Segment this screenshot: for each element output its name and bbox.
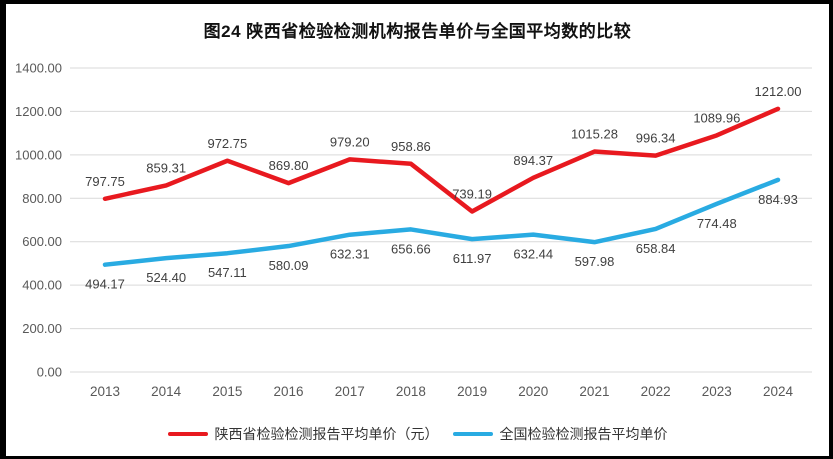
data-label: 632.44 bbox=[513, 247, 553, 262]
data-label: 656.66 bbox=[391, 241, 431, 256]
x-axis-tick-label: 2020 bbox=[518, 384, 548, 399]
shaanxi-line-swatch-icon bbox=[167, 431, 208, 437]
x-axis-tick-label: 2021 bbox=[579, 384, 609, 399]
data-label: 869.80 bbox=[269, 158, 309, 173]
legend-item-shaanxi: 陕西省检验检测报告平均单价（元） bbox=[167, 424, 439, 444]
chart-title: 图24 陕西省检验检测机构报告单价与全国平均数的比较 bbox=[203, 22, 632, 41]
x-axis-tick-label: 2013 bbox=[90, 384, 120, 399]
data-label: 884.93 bbox=[758, 192, 798, 207]
series-line-1 bbox=[102, 177, 781, 267]
y-axis-tick-label: 0.00 bbox=[37, 365, 62, 380]
y-axis-tick-label: 800.00 bbox=[22, 191, 62, 206]
data-label: 580.09 bbox=[269, 258, 309, 273]
y-axis-tick-label: 1000.00 bbox=[15, 147, 62, 162]
x-axis-tick-label: 2023 bbox=[702, 384, 732, 399]
y-axis-tick-label: 600.00 bbox=[22, 234, 62, 249]
legend-label-shaanxi: 陕西省检验检测报告平均单价（元） bbox=[214, 426, 439, 442]
line-chart-plot-area: 0.00 200.00 400.00 600.00 800.00 1000.00 1200.… bbox=[15, 61, 812, 399]
data-label: 658.84 bbox=[636, 241, 676, 256]
x-axis-tick-label: 2019 bbox=[457, 384, 487, 399]
data-label: 547.11 bbox=[208, 265, 247, 280]
data-label: 774.48 bbox=[697, 216, 737, 231]
data-label: 1089.96 bbox=[693, 110, 740, 125]
data-label: 632.31 bbox=[330, 247, 370, 262]
data-label: 494.17 bbox=[85, 277, 125, 292]
x-axis-tick-label: 2016 bbox=[274, 384, 304, 399]
legend-label-national: 全国检验检测报告平均单价 bbox=[499, 426, 668, 442]
data-label: 1015.28 bbox=[571, 127, 618, 142]
x-axis-tick-label: 2024 bbox=[763, 384, 794, 399]
x-axis-tick-label: 2015 bbox=[212, 384, 242, 399]
data-label: 797.75 bbox=[85, 174, 125, 189]
data-label: 894.37 bbox=[513, 153, 553, 168]
data-label: 739.19 bbox=[452, 186, 492, 201]
chart-legend: 陕西省检验检测报告平均单价（元） 全国检验检测报告平均单价 bbox=[6, 424, 829, 444]
y-axis-tick-label: 1400.00 bbox=[15, 61, 62, 76]
x-axis-tick-label: 2014 bbox=[151, 384, 182, 399]
y-axis-tick-label: 400.00 bbox=[22, 278, 62, 293]
data-label: 597.98 bbox=[575, 254, 615, 269]
series-line-0 bbox=[102, 106, 781, 214]
data-label: 972.75 bbox=[207, 136, 247, 151]
data-label: 958.86 bbox=[391, 139, 431, 154]
x-axis-tick-label: 2017 bbox=[335, 384, 365, 399]
y-axis-tick-label: 1200.00 bbox=[15, 104, 62, 119]
x-axis-tick-label: 2018 bbox=[396, 384, 426, 399]
data-label: 979.20 bbox=[330, 134, 370, 149]
y-axis-tick-label: 200.00 bbox=[22, 321, 62, 336]
data-label: 1212.00 bbox=[755, 84, 802, 99]
data-label: 859.31 bbox=[146, 160, 186, 175]
data-label: 996.34 bbox=[636, 131, 676, 146]
legend-item-national: 全国检验检测报告平均单价 bbox=[452, 424, 668, 444]
data-label: 611.97 bbox=[453, 251, 492, 266]
data-label: 524.40 bbox=[146, 270, 186, 285]
x-axis-tick-label: 2022 bbox=[641, 384, 671, 399]
national-line-swatch-icon bbox=[452, 431, 493, 437]
